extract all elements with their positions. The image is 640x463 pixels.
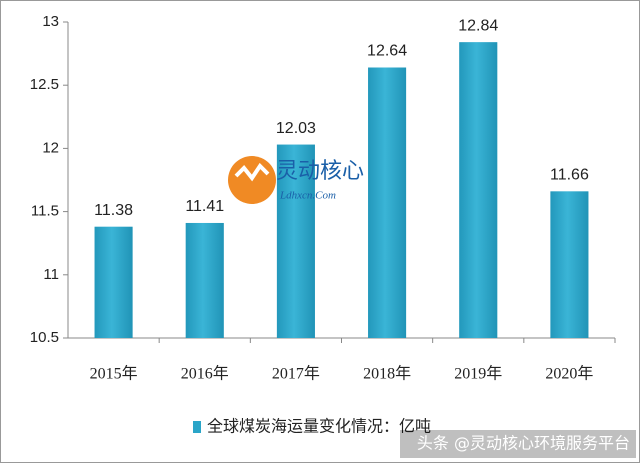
y-tick-label: 11.5 xyxy=(31,203,59,220)
watermark: Ldhxcn.Com xyxy=(279,190,336,202)
y-tick-label: 12.5 xyxy=(30,76,59,93)
x-tick-label: 2016年 xyxy=(181,365,229,383)
y-tick-label: 12 xyxy=(42,139,59,156)
data-label: 11.38 xyxy=(94,202,133,219)
data-label: 12.84 xyxy=(458,17,498,34)
y-tick-label: 10.5 xyxy=(30,329,59,346)
bar xyxy=(185,222,224,338)
watermark-bg xyxy=(400,430,636,458)
legend-label: 全球煤炭海运量变化情况：亿吨 xyxy=(207,417,431,436)
watermark: 灵动核心 xyxy=(276,159,364,184)
data-label: 12.03 xyxy=(276,120,316,137)
data-label: 12.64 xyxy=(367,43,407,60)
data-label: 11.41 xyxy=(185,198,224,215)
watermark-logo: 灵动核心 Ldhxcn.Com xyxy=(228,156,364,204)
bar xyxy=(94,226,133,338)
legend-swatch xyxy=(193,421,201,433)
x-tick-label: 2019年 xyxy=(454,365,502,383)
y-tick-label: 13 xyxy=(42,13,59,30)
x-tick-label: 2015年 xyxy=(90,365,138,383)
watermark: 头条 @灵动核心环境服务平台 xyxy=(417,434,630,453)
x-tick-label: 2020年 xyxy=(545,365,593,383)
bar xyxy=(368,67,407,338)
bar xyxy=(550,191,589,338)
y-tick-label: 11 xyxy=(43,266,59,283)
x-tick-label: 2017年 xyxy=(272,365,320,383)
bar xyxy=(459,42,498,338)
logo-mark xyxy=(234,162,270,182)
x-tick-label: 2018年 xyxy=(363,365,411,383)
data-label: 11.66 xyxy=(550,167,589,184)
